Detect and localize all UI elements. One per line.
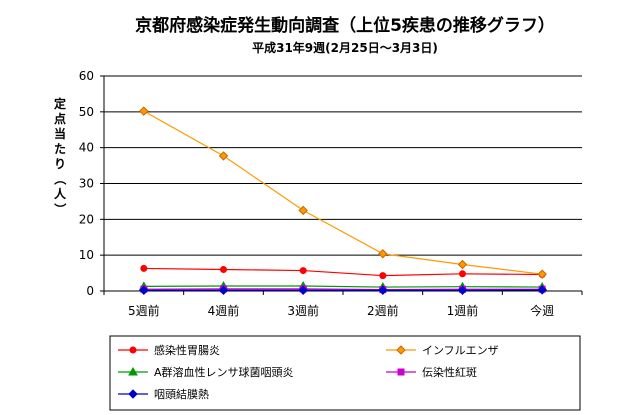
x-tick-label: 今週 — [530, 303, 554, 318]
data-point — [128, 389, 138, 399]
legend-item: インフルエンザ — [386, 344, 499, 357]
legend-label: 伝染性紅斑 — [422, 365, 477, 379]
y-axis-ticks: 0 10 20 30 40 50 60 — [79, 69, 94, 298]
data-point — [128, 366, 138, 376]
data-point — [299, 267, 307, 275]
data-point — [378, 285, 388, 295]
series-5 — [139, 285, 547, 295]
data-point — [220, 266, 227, 273]
data-point — [537, 285, 547, 295]
x-tick-label: 4週前 — [208, 303, 240, 318]
legend-box — [109, 335, 581, 411]
series-2 — [139, 106, 547, 279]
legend-item: 伝染性紅斑 — [386, 365, 477, 379]
chart-series — [138, 106, 548, 295]
data-point — [397, 368, 405, 376]
y-tick-label: 50 — [79, 105, 94, 119]
legend-item: 感染性胃腸炎 — [118, 343, 220, 357]
legend-label: 咽頭結膜熱 — [154, 387, 209, 401]
y-tick-label: 60 — [79, 69, 94, 83]
y-axis-label-char: り — [54, 157, 66, 171]
data-point — [379, 272, 387, 280]
y-axis-label-char: （ — [53, 173, 68, 185]
series-line — [143, 267, 543, 277]
data-point — [140, 264, 148, 272]
y-tick-label: 20 — [79, 212, 94, 226]
data-point — [457, 285, 468, 295]
x-tick-label: 5週前 — [128, 303, 160, 318]
data-point — [459, 270, 466, 278]
y-axis-label-char: 当 — [54, 126, 66, 141]
series-line — [143, 285, 543, 288]
data-point — [129, 346, 137, 354]
legend-item: 咽頭結膜熱 — [118, 387, 209, 401]
chart-title: 京都府感染症発生動向調査（上位5疾患の推移グラフ） — [135, 15, 555, 36]
legend-label: インフルエンザ — [422, 344, 499, 357]
chart-gridlines — [104, 75, 582, 256]
legend-label: A群溶血性レンサ球菌咽頭炎 — [154, 365, 294, 379]
data-point — [457, 259, 468, 270]
chart-axes — [100, 75, 583, 295]
y-tick-label: 40 — [79, 141, 94, 155]
x-tick-label: 2週前 — [367, 303, 399, 318]
x-axis-ticks: 5週前 4週前 3週前 2週前 1週前 今週 — [128, 303, 554, 318]
y-tick-label: 30 — [79, 177, 94, 191]
y-axis-label-char: ） — [53, 203, 68, 215]
legend-label: 感染性胃腸炎 — [154, 343, 220, 357]
y-tick-label: 10 — [79, 248, 94, 262]
data-point — [396, 345, 406, 355]
series-line — [143, 288, 543, 291]
y-tick-label: 0 — [86, 284, 94, 298]
series-line — [143, 110, 543, 275]
y-axis-label-char: 定 — [54, 96, 66, 111]
data-point — [139, 106, 149, 116]
y-axis-label-char: 点 — [54, 111, 66, 126]
data-point — [537, 269, 547, 279]
legend-item: A群溶血性レンサ球菌咽頭炎 — [118, 365, 294, 379]
x-tick-label: 3週前 — [287, 303, 319, 318]
data-point — [298, 205, 308, 216]
data-point — [298, 285, 308, 295]
data-point — [218, 151, 229, 161]
data-point — [139, 285, 149, 295]
data-point — [378, 249, 388, 259]
x-tick-label: 1週前 — [447, 303, 479, 318]
chart-subtitle: 平成31年9週(2月25日～3月3日) — [252, 40, 438, 55]
data-point — [218, 285, 229, 295]
y-axis-label-char: た — [54, 142, 66, 156]
y-axis-label-char: 人 — [54, 186, 67, 201]
